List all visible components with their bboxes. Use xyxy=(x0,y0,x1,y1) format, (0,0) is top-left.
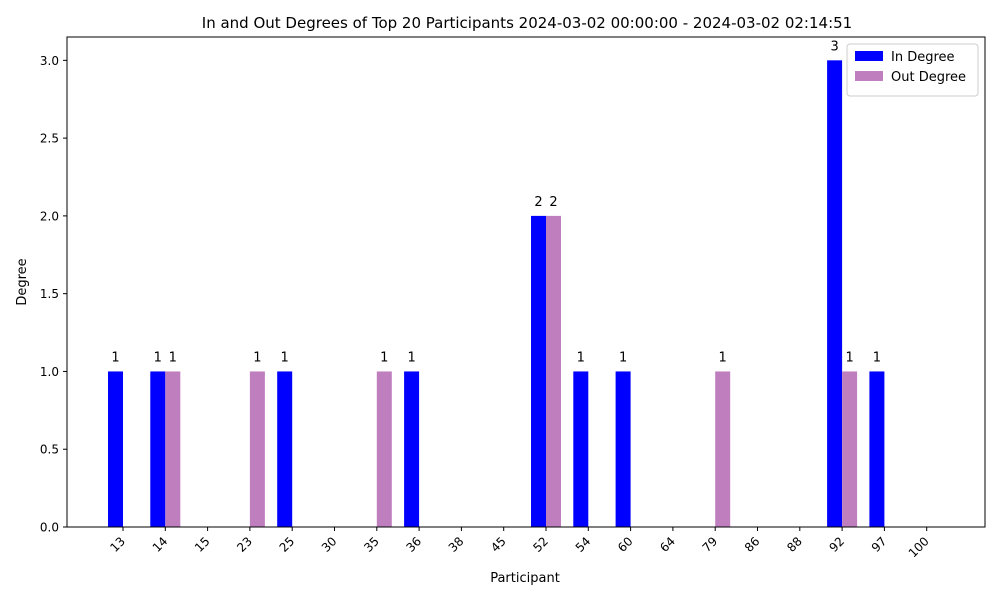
bar-value-label: 1 xyxy=(873,350,881,365)
x-tick-label: 36 xyxy=(403,534,424,555)
x-tick-label: 38 xyxy=(446,534,467,555)
bar-value-label: 1 xyxy=(577,350,585,365)
plot-frame xyxy=(66,36,986,528)
y-tick-label: 2.5 xyxy=(40,132,59,146)
x-tick-label: 25 xyxy=(277,534,298,555)
bar-value-label: 1 xyxy=(281,350,289,365)
y-tick-label: 3.0 xyxy=(40,54,59,68)
bar-out-degree-79 xyxy=(715,371,731,527)
bars-layer xyxy=(108,60,885,527)
bar-in-degree-97 xyxy=(869,371,885,527)
x-axis-label: Participant xyxy=(490,571,560,586)
bar-value-label: 1 xyxy=(619,350,627,365)
bar-in-degree-36 xyxy=(404,371,420,527)
x-tick-label: 86 xyxy=(742,534,763,555)
x-tick-label: 60 xyxy=(615,534,636,555)
bar-value-label: 1 xyxy=(154,350,162,365)
bar-in-degree-92 xyxy=(827,60,843,527)
bar-out-degree-92 xyxy=(842,371,858,527)
x-tick-label: 30 xyxy=(319,534,340,555)
bar-in-degree-54 xyxy=(573,371,589,527)
x-tick-label: 79 xyxy=(700,534,721,555)
bar-value-label: 1 xyxy=(111,350,119,365)
legend-swatch xyxy=(855,71,883,81)
legend-swatch xyxy=(855,51,883,61)
bar-in-degree-52 xyxy=(531,215,546,527)
x-tick-label: 13 xyxy=(107,534,128,555)
bar-value-label: 1 xyxy=(845,350,853,365)
bar-in-degree-13 xyxy=(108,371,123,527)
x-tick-label: 45 xyxy=(488,534,509,555)
bar-out-degree-35 xyxy=(376,371,392,527)
x-tick-label: 14 xyxy=(150,534,171,555)
legend: In Degree Out Degree xyxy=(846,43,979,97)
bar-value-label: 1 xyxy=(253,350,261,365)
x-tick-label: 100 xyxy=(906,534,932,560)
legend-label: In Degree xyxy=(891,50,955,65)
y-tick-label: 1.0 xyxy=(40,365,59,379)
y-tick-label: 1.5 xyxy=(40,287,59,301)
bar-value-label: 1 xyxy=(719,350,727,365)
x-tick-label: 52 xyxy=(530,534,551,555)
bar-value-label: 1 xyxy=(407,350,415,365)
bar-in-degree-25 xyxy=(277,371,293,527)
chart-title: In and Out Degrees of Top 20 Participant… xyxy=(202,14,852,32)
bar-out-degree-23 xyxy=(249,371,265,527)
x-tick-label: 97 xyxy=(869,534,890,555)
bar-value-label: 1 xyxy=(169,350,177,365)
y-tick-label: 2.0 xyxy=(40,209,59,223)
bar-in-degree-14 xyxy=(150,371,166,527)
x-tick-label: 23 xyxy=(234,534,255,555)
bar-value-label: 1 xyxy=(380,350,388,365)
y-tick-label: 0.5 xyxy=(40,443,59,457)
legend-label: Out Degree xyxy=(891,70,966,85)
y-tick-label: 0.0 xyxy=(40,521,59,535)
bar-out-degree-52 xyxy=(546,215,561,527)
bar-value-label: 2 xyxy=(549,195,557,210)
bar-out-degree-14 xyxy=(165,371,181,527)
bar-value-label: 3 xyxy=(830,39,838,54)
x-tick-label: 92 xyxy=(826,534,847,555)
bar-value-label: 2 xyxy=(534,195,542,210)
bar-in-degree-60 xyxy=(615,371,631,527)
x-tick-label: 64 xyxy=(657,534,678,555)
x-tick-label: 35 xyxy=(361,534,382,555)
x-tick-label: 54 xyxy=(573,534,594,555)
x-tick-label: 15 xyxy=(192,534,213,555)
x-tick-label: 88 xyxy=(784,534,805,555)
y-axis-label: Degree xyxy=(15,258,30,305)
